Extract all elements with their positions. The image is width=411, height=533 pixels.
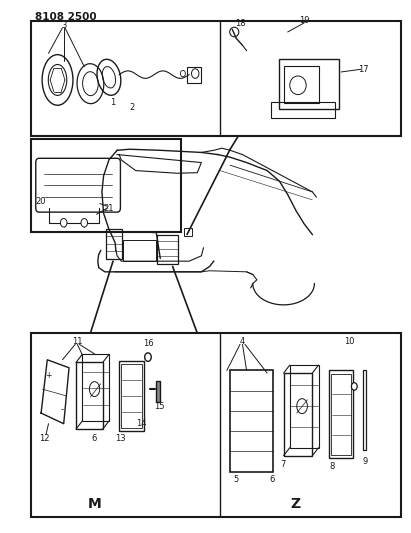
Text: 11: 11: [72, 337, 83, 345]
Text: 17: 17: [358, 65, 369, 74]
Bar: [156, 381, 160, 402]
Text: 21: 21: [104, 205, 114, 213]
Text: 20: 20: [35, 197, 46, 206]
Bar: [187, 67, 201, 83]
Bar: [284, 66, 319, 103]
Text: 4: 4: [240, 337, 245, 345]
Text: 10: 10: [344, 337, 355, 345]
Text: 19: 19: [299, 16, 309, 25]
Bar: [329, 370, 353, 458]
Ellipse shape: [351, 383, 357, 390]
Bar: [184, 228, 192, 236]
Bar: [230, 370, 273, 472]
Text: 2: 2: [129, 103, 134, 112]
Bar: [279, 59, 339, 109]
Text: 8108 2500: 8108 2500: [35, 12, 97, 22]
Bar: [271, 102, 335, 118]
Bar: [106, 229, 122, 259]
Bar: [121, 364, 142, 428]
Bar: [119, 361, 144, 431]
Bar: [284, 373, 312, 456]
Bar: [157, 235, 178, 264]
Text: 9: 9: [363, 457, 367, 465]
Text: 6: 6: [91, 434, 97, 442]
Bar: [31, 139, 181, 232]
Bar: [76, 362, 103, 429]
Bar: [331, 374, 351, 455]
Text: 1: 1: [111, 98, 115, 107]
Bar: [82, 354, 109, 421]
Text: 7: 7: [280, 461, 286, 469]
Text: M: M: [88, 497, 102, 511]
Bar: [31, 333, 401, 517]
Ellipse shape: [81, 219, 88, 227]
Text: 13: 13: [115, 434, 126, 442]
Text: Z: Z: [291, 497, 301, 511]
Text: 3: 3: [61, 21, 67, 29]
Text: 12: 12: [39, 434, 50, 442]
Bar: [290, 365, 319, 448]
Text: 8: 8: [329, 462, 335, 471]
Text: 18: 18: [235, 20, 246, 28]
Ellipse shape: [60, 219, 67, 227]
Text: 5: 5: [234, 475, 239, 484]
Bar: [123, 240, 156, 261]
Bar: [363, 370, 366, 450]
Text: 14: 14: [136, 419, 147, 428]
Text: 6: 6: [270, 475, 275, 484]
Bar: [31, 21, 401, 136]
Text: 16: 16: [143, 340, 154, 348]
Text: 15: 15: [154, 402, 165, 410]
Text: -: -: [61, 405, 64, 414]
Ellipse shape: [145, 353, 151, 361]
Text: +: +: [45, 372, 52, 380]
